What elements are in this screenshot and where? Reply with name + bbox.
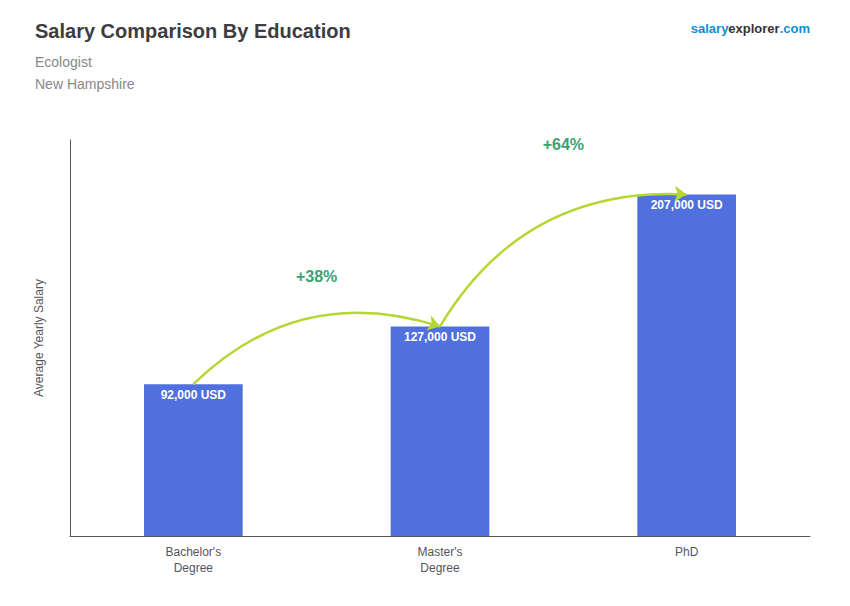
svg-text:Degree: Degree — [174, 561, 214, 575]
svg-text:.com: .com — [780, 21, 810, 36]
svg-text:Bachelor's: Bachelor's — [166, 545, 222, 559]
svg-text:Master's: Master's — [418, 545, 463, 559]
svg-text:explorer: explorer — [728, 21, 779, 36]
svg-text:207,000 USD: 207,000 USD — [651, 198, 723, 212]
svg-text:New Hampshire: New Hampshire — [35, 76, 135, 92]
svg-text:+64%: +64% — [543, 136, 584, 153]
svg-text:Average Yearly Salary: Average Yearly Salary — [32, 279, 46, 397]
svg-text:+38%: +38% — [296, 268, 337, 285]
svg-text:PhD: PhD — [675, 545, 699, 559]
svg-text:Salary Comparison By Education: Salary Comparison By Education — [35, 20, 351, 42]
svg-text:Degree: Degree — [420, 561, 460, 575]
svg-text:92,000 USD: 92,000 USD — [161, 388, 227, 402]
svg-text:salary: salary — [691, 21, 729, 36]
svg-text:Ecologist: Ecologist — [35, 54, 92, 70]
svg-text:127,000 USD: 127,000 USD — [404, 330, 476, 344]
